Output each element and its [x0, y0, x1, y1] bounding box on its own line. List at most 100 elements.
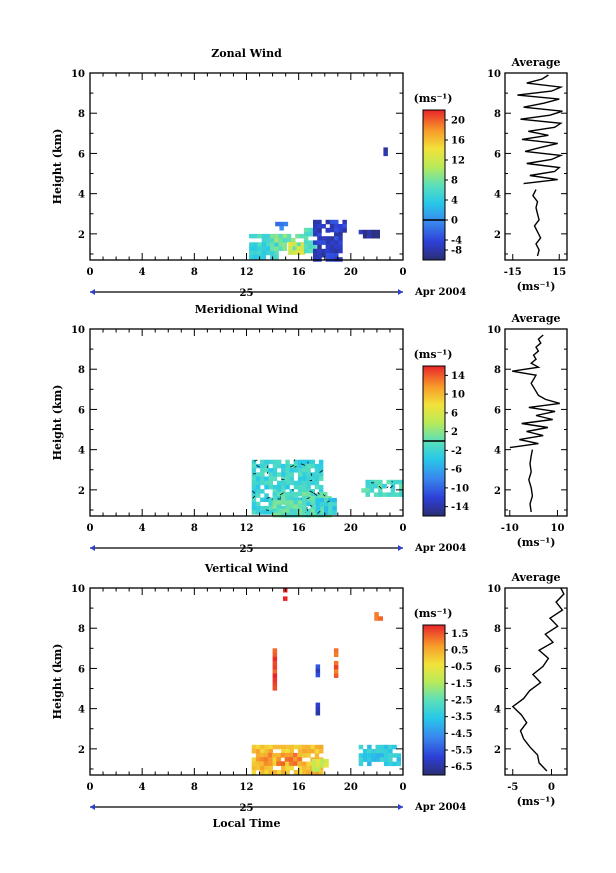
data-cell	[342, 224, 347, 229]
data-cell	[297, 770, 303, 775]
data-cell	[374, 612, 379, 617]
data-cell	[274, 254, 279, 260]
data-cell	[302, 484, 307, 490]
data-cell	[265, 250, 271, 256]
date-bar-left-arrow	[90, 804, 95, 810]
data-cell	[251, 484, 257, 490]
data-cell	[362, 757, 368, 762]
date-bar-right-arrow	[398, 289, 403, 295]
data-cell	[264, 497, 269, 502]
data-cell	[257, 233, 262, 239]
data-cell	[281, 472, 286, 477]
average-y-tick-label: 2	[494, 230, 501, 241]
data-cell	[310, 500, 315, 505]
data-cell	[289, 480, 294, 486]
data-cell	[297, 459, 303, 465]
data-cell	[367, 744, 372, 750]
data-cell	[362, 753, 368, 758]
data-cell	[329, 227, 335, 233]
x-tick-label: 20	[344, 267, 358, 278]
data-cell	[334, 224, 339, 229]
data-cell	[299, 233, 304, 239]
average-profile-line	[511, 587, 565, 772]
data-cell	[392, 761, 397, 767]
data-cell	[289, 491, 294, 497]
data-cell	[274, 238, 279, 243]
data-cell	[310, 459, 315, 465]
data-cell	[289, 496, 294, 501]
data-cell	[310, 489, 315, 494]
data-cell	[383, 753, 389, 758]
data-cell	[308, 240, 313, 245]
y-tick-label: 10	[71, 325, 85, 336]
data-cell	[362, 229, 368, 235]
data-cell	[333, 648, 339, 653]
data-cell	[297, 489, 303, 494]
data-cell	[297, 757, 302, 762]
data-cell	[257, 246, 262, 251]
date-suffix: Apr 2004	[414, 543, 466, 554]
data-cell	[310, 504, 315, 509]
data-cell	[251, 489, 257, 494]
y-tick-label: 6	[78, 664, 85, 675]
average-x-tick-label: -15	[504, 267, 522, 278]
average-y-tick-label: 10	[487, 325, 501, 336]
data-cell	[358, 757, 364, 762]
data-cell	[261, 250, 267, 256]
data-cell	[303, 248, 309, 254]
data-cell	[260, 472, 265, 477]
data-cell	[268, 476, 273, 481]
data-cell	[303, 227, 309, 233]
data-cell	[306, 508, 311, 514]
data-cell	[297, 480, 303, 486]
data-cell	[358, 761, 364, 767]
data-cell	[276, 512, 282, 518]
data-cell	[281, 500, 286, 505]
data-cell	[286, 233, 292, 239]
data-cell	[306, 761, 311, 767]
y-tick-label: 8	[78, 624, 85, 635]
data-cell	[285, 761, 290, 767]
data-cell	[320, 758, 325, 764]
average-y-tick-label: 6	[494, 664, 501, 675]
average-title: Average	[510, 571, 560, 584]
data-cell	[265, 233, 271, 239]
data-cell	[334, 228, 339, 233]
data-cell	[383, 757, 389, 762]
data-cell	[338, 240, 343, 245]
data-cell	[314, 744, 320, 750]
data-cell	[276, 757, 281, 762]
data-cell	[310, 744, 315, 750]
data-cell	[333, 660, 339, 666]
data-cell	[367, 229, 372, 235]
y-tick-label: 8	[78, 109, 85, 120]
x-tick-label: 16	[292, 523, 306, 534]
data-cell	[295, 233, 300, 239]
data-cell	[259, 757, 264, 762]
data-cell	[325, 219, 331, 225]
data-cell	[396, 761, 401, 767]
data-cell	[302, 761, 307, 767]
data-cell	[383, 761, 389, 767]
data-cell	[264, 468, 269, 473]
data-cell	[255, 476, 261, 481]
data-cell	[270, 233, 275, 239]
data-cell	[318, 468, 324, 473]
data-cell	[285, 508, 290, 514]
data-cell	[361, 488, 366, 493]
average-title: Average	[510, 312, 560, 325]
colorbar-tick-label: 16	[451, 136, 465, 147]
x-tick-label: 0	[400, 523, 407, 534]
data-cell	[288, 761, 294, 766]
data-cell	[317, 224, 322, 229]
data-cell	[260, 497, 265, 502]
x-tick-label: 20	[344, 523, 358, 534]
date-suffix: Apr 2004	[414, 802, 466, 813]
data-cell	[268, 468, 273, 473]
data-cell	[285, 500, 290, 505]
data-cell	[367, 753, 372, 758]
data-cell	[306, 765, 311, 771]
data-cell	[392, 753, 397, 758]
data-cell	[276, 508, 282, 514]
data-cell	[285, 459, 290, 465]
